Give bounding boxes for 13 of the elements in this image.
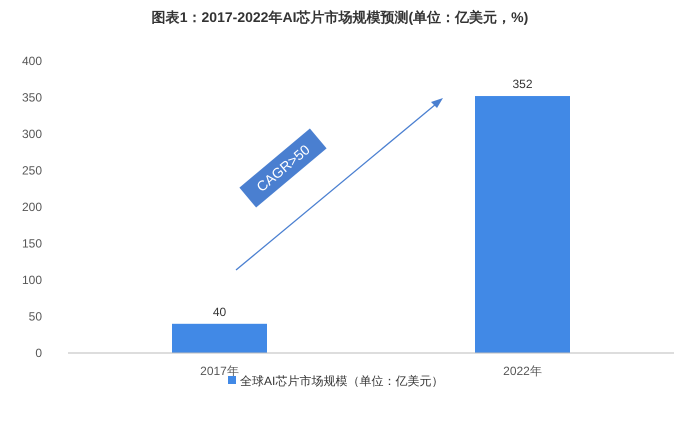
y-tick-label: 150 [22, 236, 42, 250]
y-tick-label: 50 [28, 310, 42, 324]
y-tick-label: 200 [22, 200, 42, 214]
chart-title: 图表1：2017-2022年AI芯片市场规模预测(单位：亿美元，%) [152, 9, 528, 25]
y-tick-label: 350 [22, 90, 42, 104]
data-label: 40 [212, 304, 226, 319]
y-tick-label: 0 [35, 346, 42, 360]
y-tick-label: 250 [22, 164, 42, 178]
y-tick-label: 300 [22, 127, 42, 141]
y-tick-label: 400 [22, 54, 42, 68]
data-label: 352 [512, 77, 533, 92]
y-tick-label: 100 [22, 273, 42, 287]
x-tick-label: 2022年 [503, 364, 542, 378]
